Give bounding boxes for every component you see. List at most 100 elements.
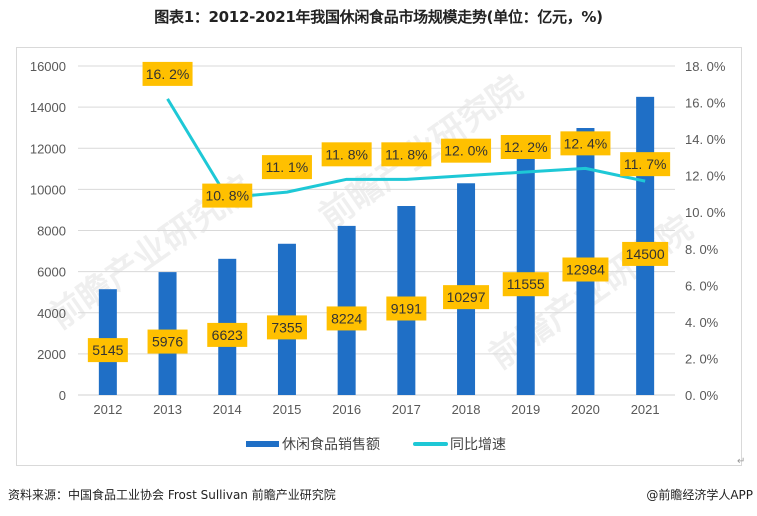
data-label-text: 8224 xyxy=(331,310,362,326)
bar-value-label: 7355 xyxy=(266,315,307,340)
bar-value-label: 9191 xyxy=(386,296,427,321)
data-label-box xyxy=(147,329,188,354)
line-value-label: 11. 8% xyxy=(321,142,372,167)
x-axis-tick-label: 2019 xyxy=(511,402,540,417)
data-label-text: 14500 xyxy=(626,246,665,262)
data-label-text: 5145 xyxy=(92,342,123,358)
right-axis-tick-label: 18. 0% xyxy=(685,59,726,74)
left-axis-tick-label: 12000 xyxy=(30,141,66,156)
data-label-text: 11. 1% xyxy=(266,159,309,175)
data-label-box xyxy=(261,155,312,180)
data-label-box xyxy=(321,142,372,167)
legend: 休闲食品销售额 同比增速 xyxy=(246,436,506,453)
x-axis-tick-label: 2017 xyxy=(392,402,421,417)
bar-value-label: 6623 xyxy=(207,322,248,347)
data-label-text: 12. 0% xyxy=(444,143,488,159)
data-label-box xyxy=(560,131,611,156)
chart-frame xyxy=(16,47,742,466)
left-axis-tick-label: 0 xyxy=(59,388,66,403)
line-value-label: 11. 1% xyxy=(261,155,312,180)
bar-value-label: 5145 xyxy=(87,338,128,363)
data-label-box xyxy=(622,241,669,266)
data-label-box xyxy=(500,135,551,160)
line-value-label: 16. 2% xyxy=(142,61,193,86)
bar-value-label: 5976 xyxy=(147,329,188,354)
x-axis-tick-label: 2012 xyxy=(93,402,122,417)
data-label-box xyxy=(207,322,248,347)
x-axis-tick-label: 2015 xyxy=(272,402,301,417)
data-label-box xyxy=(87,338,128,363)
data-label-text: 10. 8% xyxy=(205,188,249,204)
x-axis-tick-label: 2013 xyxy=(153,402,182,417)
x-axis-tick-label: 2014 xyxy=(213,402,242,417)
left-axis-tick-label: 14000 xyxy=(30,100,66,115)
legend-swatch-line xyxy=(413,442,448,446)
right-axis-tick-label: 4. 0% xyxy=(685,315,719,330)
data-label-text: 11. 8% xyxy=(325,146,368,162)
data-label-text: 11. 7% xyxy=(624,156,667,172)
data-label-box xyxy=(381,142,432,167)
data-label-box xyxy=(202,183,253,208)
legend-label-line: 同比增速 xyxy=(450,437,506,453)
legend-swatch-bar xyxy=(246,441,279,447)
data-label-text: 5976 xyxy=(152,334,183,350)
data-label-box xyxy=(142,61,193,86)
data-label-box xyxy=(502,272,549,297)
legend-label-bar: 休闲食品销售额 xyxy=(282,436,380,453)
credit-note: @前瞻经济学人APP xyxy=(646,488,753,502)
data-label-box xyxy=(326,306,367,331)
bar-value-label: 12984 xyxy=(562,257,609,282)
right-axis-tick-label: 8. 0% xyxy=(685,242,719,257)
left-axis-tick-label: 2000 xyxy=(37,347,66,362)
paragraph-return-mark: ↵ xyxy=(737,456,746,467)
data-label-text: 9191 xyxy=(391,301,422,317)
bar-value-label: 10297 xyxy=(443,285,490,310)
right-axis-tick-label: 12. 0% xyxy=(685,169,726,184)
data-label-box xyxy=(386,296,427,321)
x-axis: 2012 2013 2014 2015 2016 2017 2018 2019 2020 2021 xyxy=(93,402,659,417)
data-label-box xyxy=(443,285,490,310)
left-axis: 0 2000 4000 6000 8000 10000 12000 14000 16000 xyxy=(30,59,66,403)
data-label-text: 7355 xyxy=(271,319,302,335)
data-label-text: 16. 2% xyxy=(146,66,190,82)
left-axis-tick-label: 8000 xyxy=(37,224,66,239)
line-value-label: 11. 7% xyxy=(620,152,671,177)
left-axis-tick-label: 16000 xyxy=(30,59,66,74)
left-axis-tick-label: 6000 xyxy=(37,265,66,280)
right-axis-tick-label: 10. 0% xyxy=(685,205,726,220)
data-label-text: 6623 xyxy=(212,327,243,343)
bar-value-label: 11555 xyxy=(502,272,549,297)
line-value-label: 12. 4% xyxy=(560,131,611,156)
x-axis-tick-label: 2016 xyxy=(332,402,361,417)
data-label-box xyxy=(620,152,671,177)
right-axis-tick-label: 6. 0% xyxy=(685,278,719,293)
data-labels: 5145 5976 6623 7355 8224 9191 10297 11555 12984 1… xyxy=(87,61,671,363)
data-label-text: 12. 2% xyxy=(504,139,548,155)
x-axis-tick-label: 2021 xyxy=(631,402,660,417)
watermark-layer: 前瞻产业研究院前瞻产业研究院前瞻产业研究院 xyxy=(42,68,700,377)
right-axis-tick-label: 0. 0% xyxy=(685,388,719,403)
data-label-text: 11. 8% xyxy=(385,146,428,162)
bar-value-label: 8224 xyxy=(326,306,367,331)
x-axis-tick-label: 2018 xyxy=(452,402,481,417)
right-axis-tick-label: 2. 0% xyxy=(685,351,719,366)
data-label-box xyxy=(266,315,307,340)
line-value-label: 12. 2% xyxy=(500,135,551,160)
right-axis-tick-label: 16. 0% xyxy=(685,96,726,111)
x-axis-tick-label: 2020 xyxy=(571,402,600,417)
chart-title: 图表1：2012-2021年我国休闲食品市场规模走势(单位：亿元，%) xyxy=(154,8,603,26)
data-label-text: 10297 xyxy=(447,289,486,305)
data-label-box xyxy=(562,257,609,282)
line-value-label: 12. 0% xyxy=(441,138,492,163)
left-axis-tick-label: 10000 xyxy=(30,182,66,197)
bar-value-label: 14500 xyxy=(622,241,669,266)
data-label-text: 12. 4% xyxy=(564,135,608,151)
data-label-box xyxy=(441,138,492,163)
source-note: 资料来源：中国食品工业协会 Frost Sullivan 前瞻产业研究院 xyxy=(8,488,336,502)
right-axis-tick-label: 14. 0% xyxy=(685,132,726,147)
line-value-label: 11. 8% xyxy=(381,142,432,167)
left-axis-tick-label: 4000 xyxy=(37,306,66,321)
right-axis: 0. 0% 2. 0% 4. 0% 6. 0% 8. 0% 10. 0% 12. 0% 14.… xyxy=(685,59,726,403)
data-label-text: 12984 xyxy=(566,262,605,278)
